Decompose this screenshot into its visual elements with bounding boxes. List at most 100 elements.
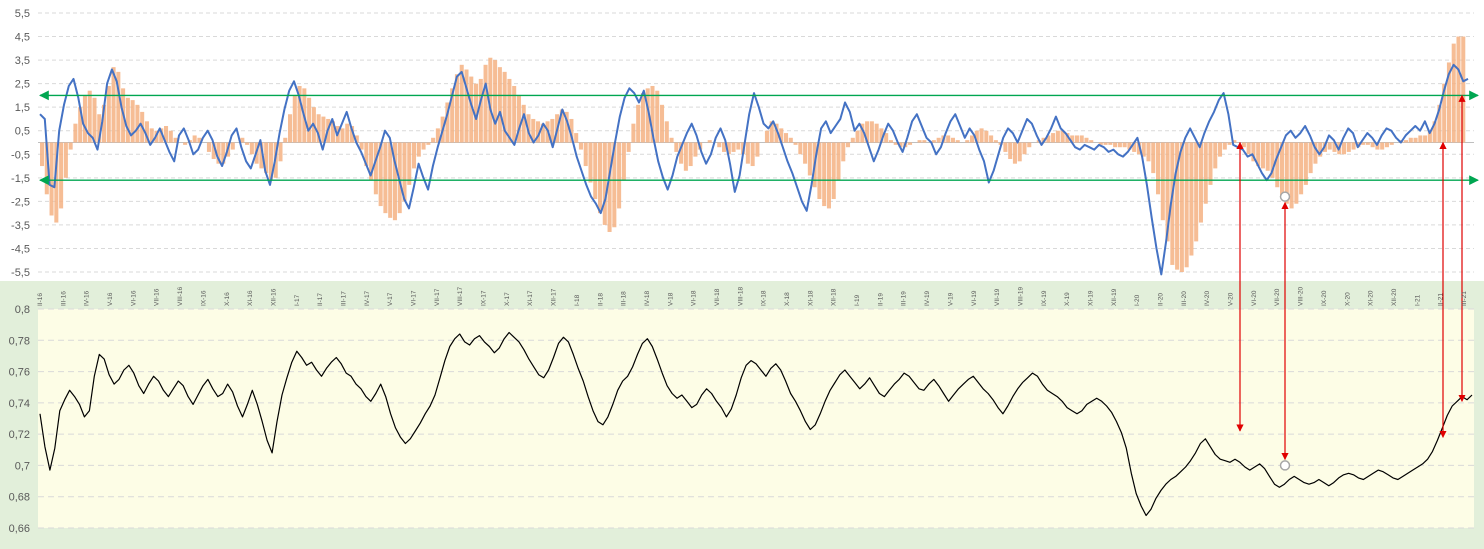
upper-bar xyxy=(216,142,221,164)
upper-bar xyxy=(63,142,68,178)
upper-bar xyxy=(502,71,507,143)
upper-bar xyxy=(888,140,893,143)
upper-bar xyxy=(602,142,607,225)
upper-bar xyxy=(826,142,831,209)
x-tick-label: XI-16 xyxy=(247,290,254,306)
upper-bar xyxy=(435,128,440,143)
upper-bar xyxy=(44,142,49,195)
upper-bar xyxy=(82,95,87,143)
upper-bar xyxy=(693,142,698,157)
upper-bar xyxy=(731,142,736,152)
upper-bar xyxy=(364,142,369,167)
x-tick-label: IV-16 xyxy=(84,290,91,306)
x-tick-label: XII-16 xyxy=(270,288,277,306)
x-tick-label: VI-16 xyxy=(130,290,137,306)
x-tick-label: XI-20 xyxy=(1368,290,1375,306)
upper-bar xyxy=(784,133,789,143)
x-tick-label: IX-17 xyxy=(481,290,488,306)
lower-y-axis: 0,8 0,78 0,76 0,74 0,72 0,7 0,68 0,66 xyxy=(9,304,30,535)
upper-y-tick-label: -2,5 xyxy=(11,196,30,208)
upper-bar xyxy=(1227,142,1232,145)
upper-bar xyxy=(865,121,870,143)
upper-bar xyxy=(1299,142,1304,195)
upper-bar xyxy=(846,142,851,148)
upper-bar xyxy=(1170,142,1175,265)
upper-bar xyxy=(1213,142,1218,169)
x-tick-label: I-19 xyxy=(854,294,861,306)
upper-bar xyxy=(330,121,335,143)
upper-bar xyxy=(1022,142,1027,155)
x-tick-label: I-17 xyxy=(294,294,301,306)
upper-bar xyxy=(450,88,455,143)
upper-bar xyxy=(931,140,936,143)
upper-bar xyxy=(984,130,989,143)
upper-bar xyxy=(1446,62,1451,143)
x-tick-label: V-18 xyxy=(667,292,674,306)
upper-bar xyxy=(688,142,693,167)
upper-bar xyxy=(493,60,498,143)
upper-bar xyxy=(359,142,364,150)
upper-y-tick-label: 1,5 xyxy=(15,102,30,114)
upper-bar xyxy=(445,102,450,143)
x-tick-label: II-17 xyxy=(317,293,324,306)
upper-y-tick-label: -1,5 xyxy=(11,173,30,185)
upper-bar xyxy=(116,71,121,143)
upper-bar xyxy=(774,123,779,143)
upper-bar xyxy=(1384,142,1389,148)
upper-bar xyxy=(1418,135,1423,143)
upper-bar xyxy=(1294,142,1299,204)
upper-bar xyxy=(607,142,612,232)
upper-bar xyxy=(149,128,154,143)
upper-bar xyxy=(483,64,488,143)
lower-y-tick-label: 0,76 xyxy=(9,367,30,379)
upper-bar xyxy=(1313,142,1318,164)
x-tick-label: I-20 xyxy=(1134,294,1141,306)
upper-y-tick-label: 2,5 xyxy=(15,79,30,91)
upper-bar xyxy=(292,95,297,143)
upper-bar xyxy=(798,142,803,155)
upper-bar xyxy=(755,142,760,157)
upper-bar xyxy=(426,142,431,145)
upper-bar xyxy=(550,118,555,143)
lower-y-tick-label: 0,8 xyxy=(15,304,30,316)
upper-bar xyxy=(1179,142,1184,272)
x-tick-label: II-21 xyxy=(1438,293,1445,306)
upper-bar xyxy=(764,130,769,143)
upper-bar xyxy=(345,123,350,143)
upper-bar xyxy=(1370,142,1375,148)
x-tick-label: X-16 xyxy=(224,292,231,306)
upper-bar xyxy=(40,142,45,167)
upper-bar xyxy=(1308,142,1313,174)
upper-bar xyxy=(1117,142,1122,148)
upper-y-tick-label: 0,5 xyxy=(15,126,30,138)
x-tick-label: VI-17 xyxy=(411,290,418,306)
upper-bar xyxy=(1270,142,1275,178)
upper-bar xyxy=(717,142,722,148)
upper-bar xyxy=(850,137,855,143)
upper-bar xyxy=(350,126,355,143)
lower-y-tick-label: 0,74 xyxy=(9,398,30,410)
upper-bar xyxy=(1141,142,1146,157)
upper-bar xyxy=(855,130,860,143)
upper-bar xyxy=(1280,142,1285,197)
upper-bar xyxy=(1060,130,1065,143)
upper-bar xyxy=(159,128,164,143)
upper-bar xyxy=(1008,142,1013,159)
upper-bar xyxy=(1289,142,1294,209)
upper-bar xyxy=(1318,142,1323,157)
x-tick-label: IX-20 xyxy=(1321,290,1328,306)
upper-bar xyxy=(664,121,669,143)
upper-bar xyxy=(1017,142,1022,162)
upper-bar xyxy=(617,142,622,209)
upper-bar xyxy=(1389,142,1394,145)
upper-bar xyxy=(631,123,636,143)
upper-bar xyxy=(264,142,269,174)
upper-bar xyxy=(464,69,469,143)
upper-bar xyxy=(750,142,755,167)
upper-bar xyxy=(1437,104,1442,143)
upper-bar xyxy=(454,74,459,143)
upper-bar xyxy=(898,142,903,148)
upper-bar xyxy=(183,142,188,145)
upper-bar xyxy=(206,142,211,152)
upper-bar xyxy=(321,116,326,143)
